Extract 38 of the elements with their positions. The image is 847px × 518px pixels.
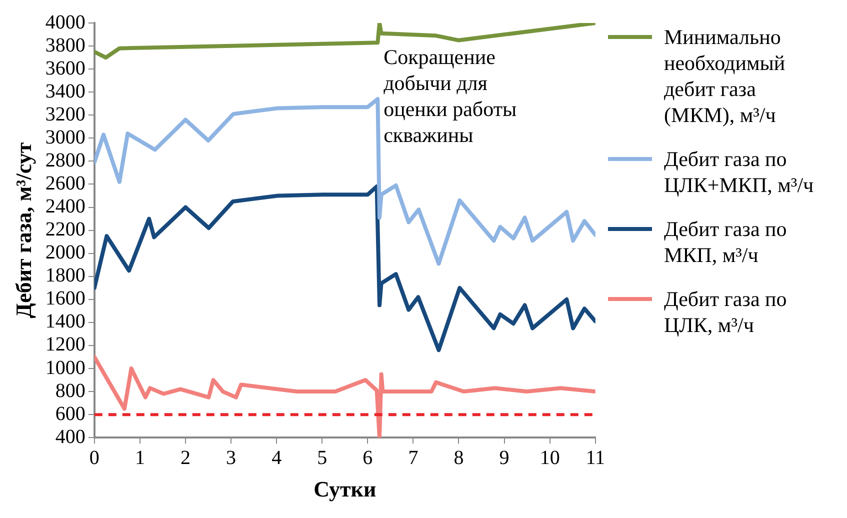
y-tick-label: 4000 [45, 11, 86, 34]
annotation: Сокращение добычи для оценки работы скважины [384, 45, 517, 148]
y-tick-label: 600 [55, 402, 86, 425]
y-tick-label: 2600 [45, 172, 86, 194]
x-tick-label: 2 [180, 446, 190, 469]
y-tick-label: 2000 [45, 242, 86, 264]
y-tick-label: 2400 [45, 196, 86, 218]
y-tick-label: 3400 [45, 80, 86, 102]
legend-label: Дебит газа по МКП, м³/ч [664, 216, 788, 268]
y-tick-label: 2200 [45, 218, 86, 241]
x-tick-label: 10 [540, 446, 560, 469]
x-tick-label: 9 [499, 446, 510, 469]
x-tick-label: 0 [89, 446, 100, 469]
legend-label: Дебит газа по ЦЛК+МКП, м³/ч [664, 146, 815, 198]
y-tick-label: 3000 [45, 126, 86, 148]
x-axis-title: Сутки [314, 476, 376, 502]
y-tick-label: 1000 [45, 356, 86, 379]
y-tick-label: 1600 [45, 288, 86, 310]
x-tick-label: 7 [408, 446, 418, 469]
x-tick-label: 3 [226, 446, 236, 469]
y-tick-label: 800 [55, 380, 86, 402]
x-tick-label: 4 [272, 446, 282, 469]
x-tick-label: 1 [134, 446, 145, 469]
legend-label: Минимально необходимый дебит газа (МКМ), м³/ч [664, 24, 786, 128]
y-tick-label: 400 [55, 426, 86, 448]
x-tick-label: 5 [317, 446, 328, 469]
x-tick-label: 8 [454, 446, 464, 469]
y-tick-label: 1400 [45, 310, 86, 333]
x-tick-label: 6 [362, 446, 373, 469]
y-tick-label: 1800 [45, 264, 86, 287]
x-tick-label: 11 [586, 446, 606, 469]
legend-label: Дебит газа по ЦЛК, м³/ч [664, 286, 788, 338]
y-tick-label: 3200 [45, 103, 86, 126]
y-tick-label: 1200 [45, 334, 86, 356]
y-axis-title: Дебит газа, м³/сут [10, 142, 36, 318]
y-tick-label: 3600 [45, 57, 86, 80]
y-tick-label: 3800 [45, 34, 86, 56]
y-tick-label: 2800 [45, 149, 86, 172]
